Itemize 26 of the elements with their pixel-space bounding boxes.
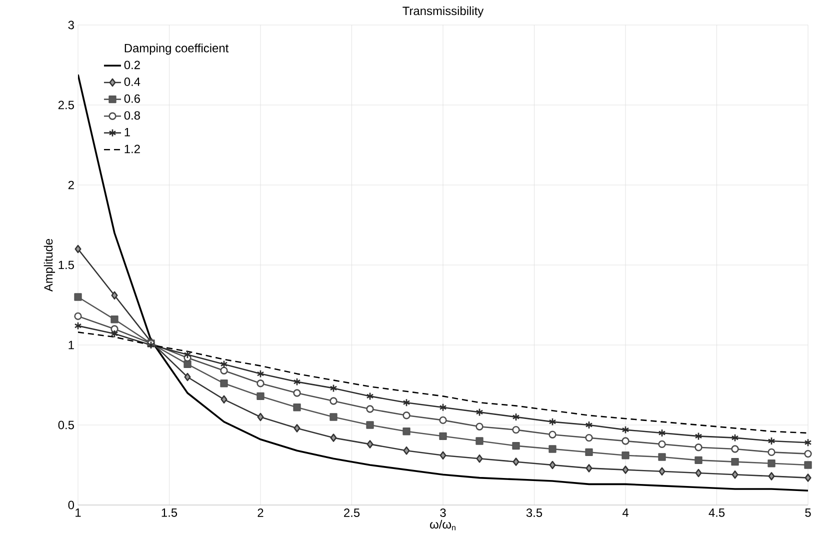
x-tick-label: 1.5 <box>162 508 178 517</box>
x-tick-label: 3.5 <box>526 508 542 517</box>
chart-title: Transmissibility <box>402 6 484 18</box>
legend-label: 1.2 <box>124 144 140 154</box>
legend-title: Damping coefficient <box>124 44 229 55</box>
y-tick-label: 2 <box>68 180 74 190</box>
legend-label: 0.4 <box>124 78 140 86</box>
y-tick-label: 3 <box>68 20 74 30</box>
y-tick-label: 1.5 <box>58 260 74 270</box>
x-tick-label: 5 <box>805 508 811 517</box>
y-tick-label: 2.5 <box>58 100 74 110</box>
x-tick-label: 3 <box>440 508 446 517</box>
x-tick-label: 1 <box>76 508 81 517</box>
y-tick-label: 1 <box>68 340 74 350</box>
x-tick-label: 2 <box>258 508 264 517</box>
y-tick-label: 0.5 <box>58 420 74 430</box>
x-tick-label: 2.5 <box>344 508 360 517</box>
legend-label: 1 <box>124 128 130 136</box>
y-tick-label: 0 <box>68 500 74 510</box>
x-tick-label: 4.5 <box>708 508 725 517</box>
legend-label: 0.8 <box>124 111 140 120</box>
x-axis-title: ω/ω$_{n}$ <box>430 520 456 530</box>
legend-label: 0.6 <box>124 94 140 103</box>
legend-label: 0.2 <box>124 60 140 70</box>
x-tick-label: 4 <box>622 508 628 517</box>
y-axis-title: Amplitude <box>44 238 56 292</box>
